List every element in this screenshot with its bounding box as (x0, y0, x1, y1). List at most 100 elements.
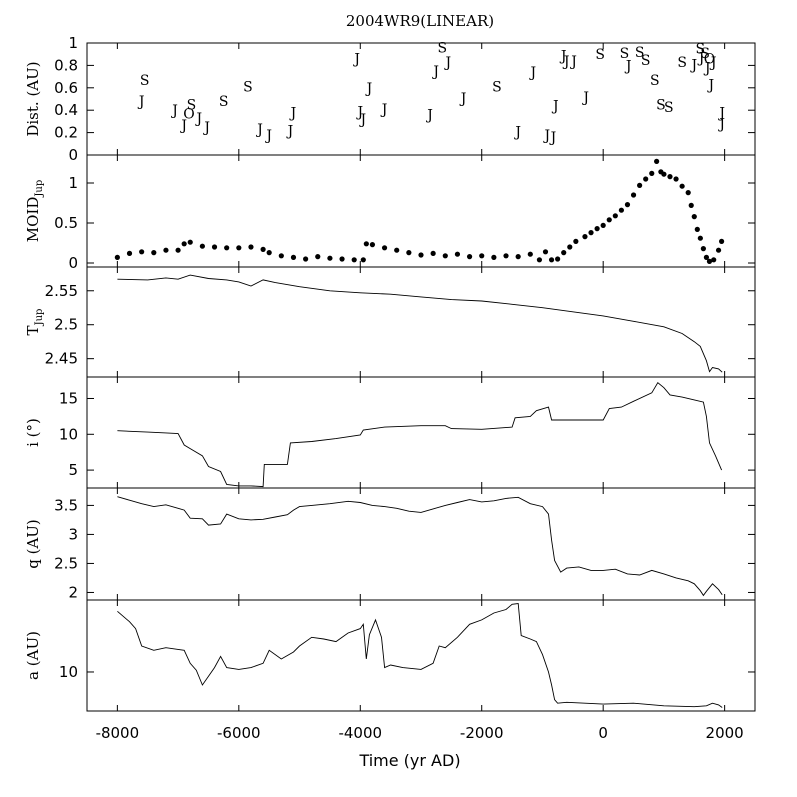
y-axis-label-subscript: Jup (34, 309, 45, 327)
encounter-marker: S (664, 100, 674, 116)
moid-point (643, 176, 649, 182)
moid-point (697, 235, 703, 241)
y-tick-label: 2.5 (54, 316, 78, 334)
moid-point (706, 258, 713, 264)
encounter-marker: S (437, 40, 447, 56)
moid-point (694, 226, 700, 232)
encounter-marker: S (641, 53, 651, 69)
moid-point (163, 247, 169, 253)
panel-frame-incl (86, 376, 756, 489)
y-tick-label: 0 (68, 254, 78, 272)
panel-frame-tjup (86, 266, 756, 378)
moid-point (618, 207, 625, 213)
x-tick-label: -4000 (338, 724, 382, 742)
y-tick-label: 2.5 (54, 554, 78, 572)
moid-point (479, 253, 485, 259)
moid-point (327, 255, 333, 261)
encounter-marker: J (703, 61, 711, 77)
encounter-marker: S (595, 47, 605, 63)
moid-point (363, 241, 369, 247)
encounter-marker: J (255, 122, 263, 138)
encounter-marker: J (543, 128, 551, 144)
y-tick-label: 3 (68, 525, 78, 543)
y-axis-label-q: q (AU) (24, 519, 42, 569)
moid-point (236, 245, 242, 251)
moid-point (175, 247, 181, 253)
y-tick-label: 10 (59, 425, 78, 443)
panel-incl: 5 10 15 i (°) (24, 376, 756, 489)
moid-point (649, 170, 655, 176)
encounter-marker: J (581, 90, 589, 106)
x-axis: -8000 -6000 -4000 -2000 0 2000 (96, 724, 744, 742)
encounter-marker: J (286, 123, 294, 139)
moid-point (573, 238, 579, 244)
y-tick-label: 0 (68, 146, 78, 164)
encounter-marker: S (635, 45, 645, 61)
encounter-marker: J (195, 111, 203, 127)
moid-point (406, 250, 412, 256)
x-tick-label: 2000 (706, 724, 744, 742)
encounter-marker: J (355, 104, 363, 120)
moid-point (290, 254, 297, 260)
y-tick-label: 0.5 (54, 214, 78, 232)
encounter-marker: S (700, 46, 710, 62)
y-axis-label-incl: i (°) (24, 418, 42, 447)
moid-point (466, 254, 473, 260)
encounter-marker: J (717, 105, 725, 121)
moid-point (630, 192, 637, 198)
y-tick-label: 0.8 (54, 56, 78, 74)
encounter-marker: J (549, 130, 557, 146)
encounter-marker: J (289, 105, 297, 121)
y-tick-label: 0.2 (54, 124, 78, 142)
moid-point (442, 253, 448, 259)
moid-point (606, 217, 612, 223)
series-line-tjup (117, 274, 723, 373)
y-tick-label: 15 (59, 389, 78, 407)
encounter-marker: S (219, 94, 229, 110)
moid-point (567, 244, 573, 250)
encounter-marker: S (696, 42, 706, 58)
series-line-incl (117, 382, 723, 488)
moid-point (503, 253, 509, 259)
encounter-marker: J (706, 77, 714, 93)
encounter-marker: J (352, 52, 360, 68)
moid-point (303, 256, 309, 262)
moid-point (139, 249, 145, 255)
moid-point (199, 243, 205, 249)
encounter-marker: J (551, 99, 559, 115)
moid-point (719, 238, 725, 244)
moid-point (679, 183, 685, 189)
encounter-marker: J (717, 117, 725, 133)
y-tick-label: 10 (59, 663, 78, 681)
encounter-marker: O (183, 107, 194, 123)
moid-point (661, 171, 667, 177)
moid-point (691, 214, 697, 220)
chart-title: 2004WR9(LINEAR) (346, 12, 494, 30)
moid-point (369, 242, 376, 248)
moid-point (667, 174, 673, 180)
x-tick-label: -8000 (96, 724, 140, 742)
encounter-marker: J (569, 54, 577, 70)
y-axis-label-dist: Dist. (AU) (24, 61, 42, 136)
series-line-q (117, 496, 723, 597)
y-tick-label: 0.6 (54, 79, 78, 97)
encounter-marker: J (380, 102, 388, 118)
encounter-marker: J (264, 128, 272, 144)
moid-point (700, 246, 706, 252)
y-tick-label: 1 (68, 174, 78, 192)
moid-point (151, 250, 157, 256)
moid-point (703, 254, 710, 260)
moid-point (491, 254, 497, 260)
moid-point (211, 244, 218, 250)
encounter-marker: S (656, 98, 666, 114)
moid-point (181, 241, 187, 247)
encounter-marker: S (140, 73, 150, 89)
encounter-marker: J (513, 124, 521, 140)
y-axis-label-a: a (AU) (24, 631, 42, 680)
moid-point (126, 250, 133, 256)
x-tick-label: 0 (598, 724, 608, 742)
moid-point (315, 254, 321, 260)
